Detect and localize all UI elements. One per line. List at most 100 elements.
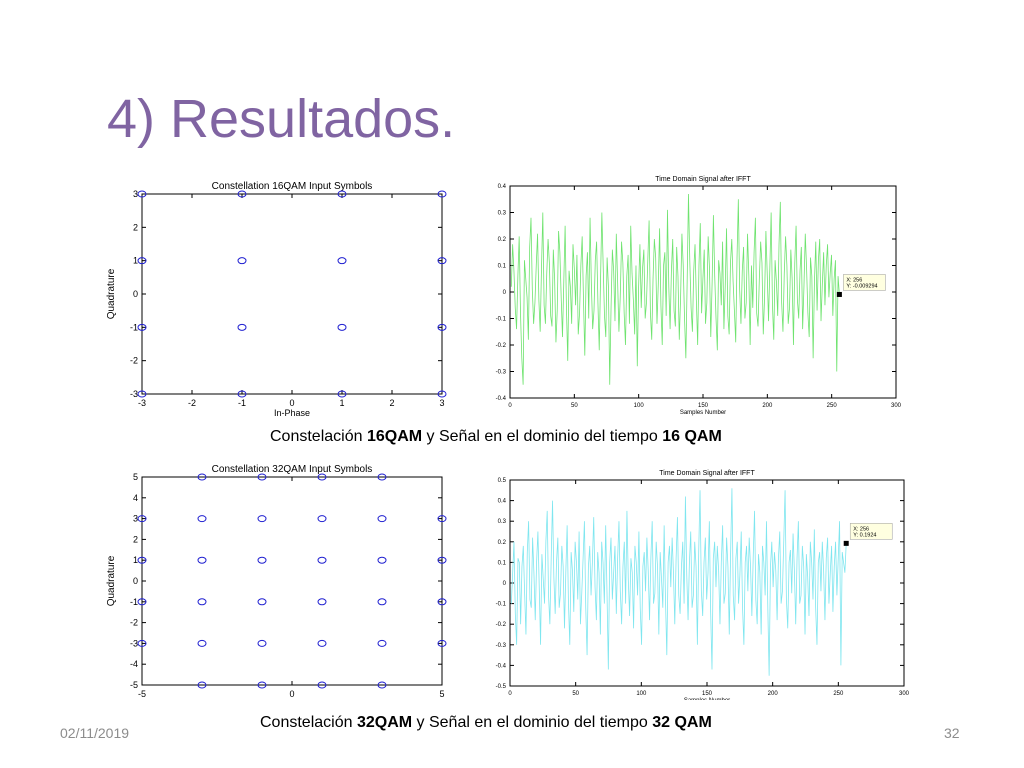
- constellation-point: [437, 390, 447, 398]
- y-tick-label: 3: [133, 514, 138, 524]
- x-tick-label: 2: [389, 398, 394, 408]
- constellation-point: [377, 598, 387, 606]
- plot-area: [141, 193, 443, 395]
- y-tick-label: -0.5: [496, 684, 507, 690]
- y-tick-label: 5: [133, 472, 138, 482]
- constellation-point: [377, 473, 387, 481]
- y-tick-label: -3: [130, 389, 138, 399]
- x-tick-label: -3: [138, 398, 146, 408]
- chart-svg: Constellation 16QAM Input Symbols -3 -2 -1 0…: [106, 181, 447, 418]
- y-tick-label: -0.2: [496, 343, 507, 349]
- x-tick-label: 5: [439, 689, 444, 699]
- y-tick-label: -5: [130, 680, 138, 690]
- datatip-box: [849, 523, 893, 540]
- x-tick-label: -2: [188, 398, 196, 408]
- chart-title: Time Domain Signal after IFFT: [659, 470, 755, 477]
- constellation-point: [137, 323, 147, 331]
- chart-svg: Time Domain Signal after IFFT 0 50 100 150 20…: [496, 470, 910, 700]
- constellation-point: [437, 190, 447, 198]
- y-tick-label: 3: [133, 189, 138, 199]
- y-tick-label: 0.4: [498, 184, 507, 190]
- constellation-point: [137, 390, 147, 398]
- y-tick-label: 1: [133, 555, 138, 565]
- x-axis-label: Samples Number: [684, 698, 730, 700]
- x-tick-label: 100: [636, 691, 647, 697]
- constellation-point: [257, 598, 267, 606]
- y-tick-label: -2: [130, 618, 138, 628]
- constellation-point: [137, 515, 147, 523]
- y-tick-label: 1: [133, 256, 138, 266]
- constellation-point: [257, 556, 267, 564]
- plot-area: [141, 476, 443, 686]
- constellation-point: [197, 556, 207, 564]
- y-tick-label: 2: [133, 534, 138, 544]
- x-axis-label: Samples Number: [680, 410, 726, 416]
- caption-16qam-text: Constelación: [270, 428, 367, 445]
- constellation-point: [197, 515, 207, 523]
- caption-16qam-text-2: y Señal en el dominio del tiempo: [422, 428, 663, 445]
- constellation-point: [257, 681, 267, 689]
- constellation-point: [137, 556, 147, 564]
- datatip-x: X: 256: [853, 526, 869, 532]
- x-axis-label: In-Phase: [274, 408, 310, 418]
- y-tick-label: -0.4: [496, 663, 507, 669]
- caption-32qam: Constelación 32QAM y Señal en el dominio…: [260, 714, 712, 732]
- y-tick-label: -0.3: [496, 370, 507, 376]
- x-axis-label: In-Phase: [274, 699, 310, 700]
- constellation-point: [237, 257, 247, 265]
- x-tick-label: 100: [634, 403, 645, 409]
- x-tick-label: 0: [508, 691, 512, 697]
- x-tick-label: 0: [289, 689, 294, 699]
- constellation-32qam-plot: Constellation 32QAM Input Symbols -5 0 5 -5 -…: [100, 460, 450, 700]
- y-tick-label: 0.3: [498, 211, 507, 217]
- constellation-point: [237, 190, 247, 198]
- plot-area: [509, 185, 897, 399]
- time-signal-16qam-plot: Time Domain Signal after IFFT 0 50 100 150 20…: [480, 172, 910, 417]
- caption-16qam-bold-1: 16QAM: [366, 428, 423, 445]
- x-tick-label: 0: [508, 403, 512, 409]
- y-tick-label: 0: [503, 581, 507, 587]
- y-axis-label: Quadrature: [106, 555, 117, 606]
- caption-32qam-bold-1: 32QAM: [356, 714, 413, 731]
- chart-title: Time Domain Signal after IFFT: [655, 176, 751, 183]
- y-tick-label: -3: [130, 638, 138, 648]
- constellation-point: [337, 390, 347, 398]
- signal-line: [510, 488, 847, 676]
- y-tick-label: -4: [130, 659, 138, 669]
- constellation-point: [317, 681, 327, 689]
- caption-32qam-text: Constelación: [260, 714, 357, 731]
- y-tick-label: 0: [133, 289, 138, 299]
- constellation-point: [437, 598, 447, 606]
- y-tick-label: 0: [503, 290, 507, 296]
- y-tick-label: -0.2: [496, 622, 507, 628]
- y-tick-label: 0.1: [498, 264, 507, 270]
- x-tick-label: 250: [833, 691, 844, 697]
- constellation-point: [437, 323, 447, 331]
- x-tick-label: 250: [827, 403, 838, 409]
- constellation-point: [437, 257, 447, 265]
- caption-16qam-bold-2: 16 QAM: [662, 428, 722, 445]
- constellation-point: [437, 556, 447, 564]
- x-tick-label: 3: [439, 398, 444, 408]
- x-tick-label: 200: [768, 691, 779, 697]
- datatip-box: [843, 274, 886, 291]
- constellation-point: [197, 473, 207, 481]
- constellation-point: [197, 598, 207, 606]
- y-tick-label: -0.1: [496, 602, 507, 608]
- constellation-point: [257, 515, 267, 523]
- constellation-point: [137, 257, 147, 265]
- constellation-point: [137, 598, 147, 606]
- y-axis-label: Quadrature: [106, 268, 117, 319]
- constellation-point: [337, 190, 347, 198]
- caption-32qam-text-2: y Señal en el dominio del tiempo: [412, 714, 653, 731]
- chart-title: Constellation 16QAM Input Symbols: [212, 181, 373, 192]
- x-tick-label: 1: [339, 398, 344, 408]
- y-tick-label: 0.1: [498, 560, 507, 566]
- y-tick-label: 4: [133, 493, 138, 503]
- slide-title: 4) Resultados.: [107, 89, 456, 149]
- constellation-16qam-plot: Constellation 16QAM Input Symbols -3 -2 -1 0…: [100, 172, 450, 424]
- y-tick-label: -0.3: [496, 643, 507, 649]
- x-tick-label: 300: [899, 691, 910, 697]
- y-tick-label: 0.5: [498, 478, 507, 484]
- signal-line: [510, 193, 840, 385]
